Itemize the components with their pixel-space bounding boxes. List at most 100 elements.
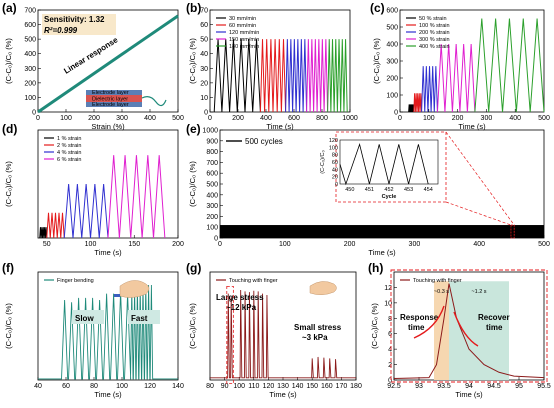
y-tick-label: 500: [206, 182, 218, 189]
electrode-layer-top: [86, 90, 142, 95]
x-tick-label: 130: [277, 383, 289, 390]
y-axis-label: (C-C₀)/C₀ (%): [370, 303, 379, 349]
legend-entry: 4 % strain: [57, 150, 81, 156]
y-tick-label: 700: [206, 160, 218, 167]
panel-label-f: (f): [2, 261, 14, 275]
y-tick-label: 6: [388, 331, 392, 338]
x-tick-label: 400: [509, 115, 521, 122]
zoom-window: [510, 224, 515, 239]
inset-y-label: (C-C₀)/C₀: [320, 150, 326, 174]
series-line-1 % strain: [39, 227, 48, 239]
x-tick-label: 150: [128, 241, 140, 248]
recover-arrow: [453, 311, 479, 347]
y-tick-label: 700: [24, 8, 36, 15]
plot-frame-b: [209, 9, 351, 113]
series-line-200 % strain: [421, 66, 438, 113]
legend-entry: 400 % strain: [419, 44, 450, 50]
x-tick-label: 200: [344, 241, 356, 248]
inset-line: [339, 142, 429, 186]
y-axis-label: (C-C₀)/C₀ (%): [4, 303, 13, 349]
x-tick-label: 0: [398, 115, 402, 122]
x-tick-label: 80: [206, 383, 214, 390]
response-time-label-2: time: [408, 323, 425, 332]
y-tick-label: 0: [394, 110, 398, 117]
recover-time-value: ~1.2 s: [471, 289, 486, 295]
y-tick-label: 600: [24, 22, 36, 29]
legend-entry: Finger bending: [57, 278, 94, 284]
legend-entry: 300 % strain: [419, 37, 450, 43]
electrode-label-bottom: Electrode layer: [92, 102, 129, 108]
chart-panel-h: (h) 92.5 93 93.5 94 94.5 95 95.5 0 2 4 6 8 10 12 Time (…: [368, 261, 551, 399]
y-tick-label: 600: [386, 8, 398, 15]
y-tick-label: 1000: [202, 128, 218, 135]
inset-x-tick-label: 453: [404, 187, 413, 193]
series-line-100 % strain: [413, 93, 423, 113]
inset-border: [335, 131, 447, 203]
y-tick-label: 400: [386, 42, 398, 49]
x-tick-label: 94: [465, 383, 473, 390]
recover-time-label-2: time: [486, 323, 503, 332]
y-tick-label: 100: [386, 93, 398, 100]
x-tick-label: 170: [336, 383, 348, 390]
x-tick-label: 100: [233, 383, 245, 390]
y-tick-label: 800: [206, 149, 218, 156]
x-tick-label: 300: [481, 115, 493, 122]
legend-entry: 120 mm/min: [229, 30, 259, 36]
x-tick-label: 800: [316, 115, 328, 122]
panel-label-b: (b): [186, 1, 201, 15]
x-tick-label: 300: [116, 115, 128, 122]
legend-entry: 1 % strain: [57, 136, 81, 142]
series-line-150 mm/min: [306, 39, 329, 113]
x-tick-label: 0: [208, 115, 212, 122]
finger-icon: [309, 281, 337, 295]
y-tick-label: 2: [388, 362, 392, 369]
plot-frame-f: [37, 271, 179, 381]
x-tick-label: 180: [350, 383, 362, 390]
inset-y-tick-label: 20: [332, 175, 338, 181]
panel-label-d: (d): [2, 122, 17, 136]
x-axis-label: Time (s): [94, 390, 122, 399]
y-tick-label: 10: [200, 95, 208, 102]
chart-panel-d: (d) 50 100 150 200 Time (s) (C-C₀)/C₀ (%) 1 % s…: [2, 122, 184, 257]
y-tick-label: 100: [24, 95, 36, 102]
legend-entry: 30 mm/min: [229, 16, 256, 22]
y-tick-label: 0: [214, 236, 218, 243]
y-tick-label: 20: [200, 80, 208, 87]
inset-y-tick-label: 40: [332, 167, 338, 173]
series-line-4 % strain: [63, 183, 109, 239]
y-tick-label: 400: [24, 51, 36, 58]
x-tick-label: 100: [423, 115, 435, 122]
y-tick-label: 100: [206, 225, 218, 232]
x-axis-label: Time (s): [266, 122, 294, 131]
y-tick-label: 0: [204, 110, 208, 117]
x-tick-label: 0: [36, 115, 40, 122]
legend-entry: 50 % strain: [419, 16, 447, 22]
x-tick-label: 120: [144, 383, 156, 390]
series-line-30 mm/min: [213, 39, 261, 113]
y-tick-label: 60: [200, 22, 208, 29]
legend-entry: 180 mm/min: [229, 44, 259, 50]
y-tick-label: 30: [200, 66, 208, 73]
x-tick-label: 100: [60, 115, 72, 122]
legend-entry: Touching with finger: [413, 278, 462, 284]
large-stress-value: ~12 kPa: [226, 303, 257, 312]
panel-label-e: (e): [186, 122, 201, 136]
linear-response-label: Linear response: [62, 35, 120, 76]
large-stress-label: Large stress: [216, 293, 264, 302]
x-tick-label: 500: [538, 241, 550, 248]
x-tick-label: 150: [306, 383, 318, 390]
x-tick-label: 400: [260, 115, 272, 122]
x-tick-label: 110: [248, 383, 259, 390]
legend-entry: 500 cycles: [245, 137, 283, 146]
chart-panel-f: (f) 40 60 80 100 120 140 Time (s) (C-C₀)/C₀ (%) F…: [2, 261, 184, 399]
y-tick-label: 70: [200, 8, 208, 15]
highlight-box: [226, 285, 234, 384]
zoom-connector: [445, 201, 512, 226]
series-line-2 % strain: [46, 212, 65, 239]
inset-y-tick-label: 100: [329, 145, 338, 151]
series-line-60 mm/min: [259, 39, 287, 113]
legend-entry: 6 % strain: [57, 157, 81, 163]
panel-label-g: (g): [186, 261, 201, 275]
x-tick-label: 95: [515, 383, 523, 390]
